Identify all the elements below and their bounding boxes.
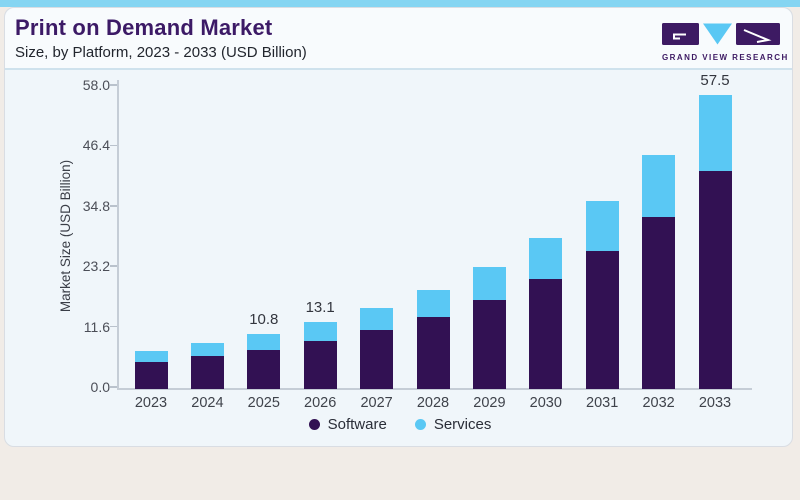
y-tick-label: 11.6 <box>83 318 110 335</box>
y-tick-label: 34.8 <box>82 197 110 214</box>
logo-r-glyph <box>743 29 772 43</box>
bar-services-segment <box>585 201 619 252</box>
x-tick-label: 2029 <box>473 395 506 411</box>
bar-services-segment <box>642 154 676 218</box>
gvr-logo-blocks <box>662 23 780 45</box>
gvr-logo: GRAND VIEW RESEARCH <box>662 23 789 62</box>
bar-software-segment <box>416 316 450 389</box>
x-tick-label: 2028 <box>416 395 450 411</box>
x-tick-label: 2026 <box>304 395 337 411</box>
bar-services-segment <box>303 321 337 341</box>
bar-software-segment <box>529 278 563 389</box>
y-axis-title: Market Size (USD Billion) <box>58 159 73 313</box>
bar-software-segment <box>303 340 337 389</box>
top-accent-bar <box>0 0 800 7</box>
legend-item-software: Software <box>308 416 387 433</box>
bar-software-segment <box>698 171 732 389</box>
chart-header: Print on Demand Market Size, by Platform… <box>5 8 792 70</box>
y-tick-mark <box>110 325 117 328</box>
bar-software-segment <box>190 355 224 389</box>
bar-services-segment <box>360 308 394 330</box>
bar-value-label: 10.8 <box>249 310 279 328</box>
y-tick-mark <box>110 205 117 207</box>
bar-value-label: 57.5 <box>700 71 730 89</box>
y-tick-label: 46.4 <box>82 137 110 154</box>
legend: Software Services <box>0 416 800 433</box>
legend-dot-icon <box>308 419 320 430</box>
x-tick-label: 2025 <box>247 395 280 411</box>
y-tick-label: 0.0 <box>90 379 110 395</box>
logo-v-icon <box>703 23 732 45</box>
page-title: Print on Demand Market <box>15 15 273 40</box>
x-tick-label: 2030 <box>529 395 562 411</box>
bar-software-segment <box>472 299 506 389</box>
x-tick-label: 2031 <box>586 395 619 411</box>
bar-services-segment <box>190 343 224 356</box>
bar-services-segment <box>472 267 506 300</box>
bar-services-segment <box>416 289 450 317</box>
legend-item-services: Services <box>414 416 492 433</box>
bar-software-segment <box>360 329 394 389</box>
legend-label: Software <box>327 416 387 433</box>
legend-dot-icon <box>414 419 426 430</box>
x-tick-label: 2032 <box>642 395 675 411</box>
bar-services-segment <box>698 94 732 172</box>
bar-services-segment <box>247 333 281 350</box>
bar-software-segment <box>247 349 281 389</box>
bar-value-label: 13.1 <box>305 298 335 316</box>
x-tick-label: 2033 <box>698 395 732 411</box>
bar-services-segment <box>134 351 168 362</box>
y-tick-label: 58.0 <box>82 77 110 93</box>
bar-software-segment <box>134 361 168 389</box>
y-tick-mark <box>110 144 117 147</box>
x-tick-label: 2023 <box>134 395 168 411</box>
y-tick-mark <box>110 386 117 388</box>
bar-services-segment <box>529 238 563 279</box>
bar-software-segment <box>585 251 619 389</box>
y-tick-mark <box>110 265 117 267</box>
logo-g-glyph <box>673 33 686 40</box>
y-axis-line <box>117 80 119 389</box>
legend-label: Services <box>433 416 492 433</box>
x-tick-label: 2027 <box>360 395 393 411</box>
logo-text: GRAND VIEW RESEARCH <box>662 53 789 62</box>
x-tick-label: 2024 <box>191 395 224 411</box>
page-subtitle: Size, by Platform, 2023 - 2033 (USD Bill… <box>15 44 307 61</box>
bar-software-segment <box>642 217 676 389</box>
y-tick-label: 23.2 <box>82 258 110 275</box>
y-tick-mark <box>110 84 117 86</box>
